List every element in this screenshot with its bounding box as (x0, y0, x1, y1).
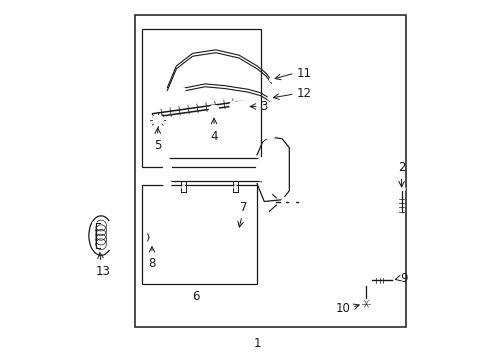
Ellipse shape (265, 142, 269, 146)
Ellipse shape (289, 198, 295, 205)
Ellipse shape (148, 234, 155, 240)
Text: 3: 3 (260, 100, 267, 113)
Ellipse shape (165, 182, 169, 185)
Ellipse shape (233, 185, 237, 189)
Bar (142, 185, 257, 284)
Ellipse shape (264, 190, 271, 198)
Text: 11: 11 (296, 67, 311, 80)
Text: 10: 10 (335, 302, 349, 315)
Ellipse shape (163, 180, 171, 188)
Ellipse shape (281, 197, 285, 206)
Ellipse shape (209, 105, 219, 115)
Ellipse shape (364, 302, 367, 306)
Ellipse shape (231, 104, 235, 107)
Ellipse shape (235, 234, 241, 241)
Ellipse shape (265, 151, 287, 187)
Text: 7: 7 (240, 201, 247, 214)
Ellipse shape (231, 229, 245, 246)
Ellipse shape (265, 121, 273, 125)
Text: 12: 12 (296, 87, 311, 100)
Ellipse shape (265, 135, 273, 139)
Ellipse shape (399, 187, 403, 190)
Text: 13: 13 (95, 265, 110, 278)
Ellipse shape (150, 236, 153, 239)
Bar (265, 123, 273, 137)
Ellipse shape (256, 158, 264, 181)
Ellipse shape (155, 117, 160, 122)
Ellipse shape (238, 104, 244, 109)
Ellipse shape (182, 88, 185, 91)
Ellipse shape (229, 102, 237, 109)
Ellipse shape (182, 185, 185, 189)
Text: 9: 9 (400, 272, 407, 285)
Text: 4: 4 (210, 130, 217, 143)
Text: 6: 6 (192, 290, 200, 303)
Ellipse shape (92, 222, 97, 226)
Text: 1: 1 (253, 337, 260, 350)
Ellipse shape (163, 158, 171, 181)
Ellipse shape (360, 275, 371, 286)
Ellipse shape (397, 185, 405, 193)
Ellipse shape (211, 108, 216, 112)
Text: 8: 8 (148, 257, 155, 270)
Ellipse shape (235, 101, 246, 112)
Bar (142, 30, 260, 167)
Text: 2: 2 (397, 161, 405, 174)
Ellipse shape (361, 299, 370, 308)
Ellipse shape (265, 193, 269, 196)
Ellipse shape (152, 114, 163, 125)
Ellipse shape (269, 77, 273, 82)
Ellipse shape (267, 96, 271, 100)
Ellipse shape (264, 140, 271, 148)
Bar (135, 15, 405, 327)
Text: 5: 5 (154, 139, 161, 153)
